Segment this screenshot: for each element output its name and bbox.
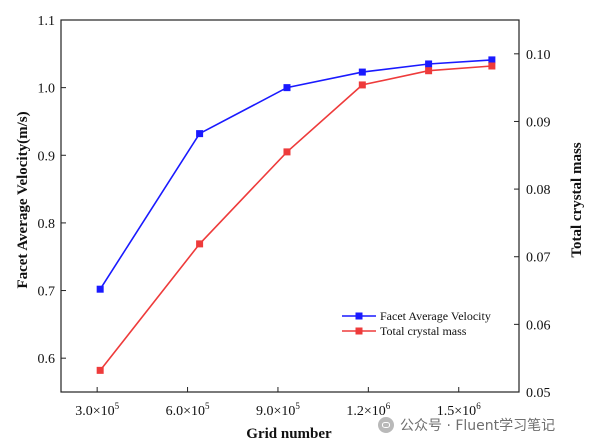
data-point-facet-average-velocity	[425, 60, 433, 68]
left-y-axis-title: Facet Average Velocity(m/s)	[15, 111, 31, 288]
left-y-tick-label: 1.0	[38, 82, 56, 97]
legend-marker-velocity	[355, 312, 363, 320]
left-y-tick-label: 0.6	[38, 352, 56, 367]
wechat-icon	[378, 417, 394, 433]
series-layer	[96, 56, 496, 374]
right-y-tick-label: 0.09	[526, 115, 551, 130]
left-y-tick-label: 0.7	[38, 285, 56, 300]
data-point-total-crystal-mass	[283, 148, 291, 156]
left-y-tick-label: 0.9	[38, 149, 56, 164]
right-y-axis-ticks: 0.05 0.06 0.07 0.08 0.09 0.10	[514, 48, 551, 401]
data-point-facet-average-velocity	[196, 130, 204, 138]
plot-border	[60, 19, 520, 393]
right-y-tick-label: 0.07	[526, 251, 551, 266]
data-point-facet-average-velocity	[283, 84, 291, 92]
left-y-tick-label: 0.8	[38, 217, 56, 232]
data-point-total-crystal-mass	[96, 366, 104, 374]
x-tick-label: 3.0×105	[75, 401, 119, 419]
x-axis-ticks: 3.0×105 6.0×105 9.0×105 1.2×106 1.5×106	[75, 387, 481, 419]
right-y-tick-label: 0.05	[526, 386, 551, 401]
legend-label-velocity: Facet Average Velocity	[380, 309, 491, 323]
left-y-tick-label: 1.1	[38, 14, 56, 29]
data-point-facet-average-velocity	[96, 285, 104, 293]
watermark-text: 公众号 · Fluent学习笔记	[400, 418, 556, 434]
left-y-axis-ticks: 0.6 0.7 0.8 0.9 1.0 1.1	[38, 14, 66, 367]
legend-marker-mass	[355, 327, 363, 335]
data-point-total-crystal-mass	[196, 240, 204, 248]
plot-frame	[60, 19, 520, 393]
x-tick-label: 9.0×105	[256, 401, 300, 419]
x-tick-label: 1.5×106	[437, 401, 481, 419]
data-point-total-crystal-mass	[488, 62, 496, 70]
series-line-total-crystal-mass	[99, 65, 492, 371]
data-point-facet-average-velocity	[358, 68, 366, 76]
x-tick-label: 6.0×105	[166, 401, 210, 419]
legend: Facet Average Velocity Total crystal mas…	[342, 309, 491, 338]
data-point-facet-average-velocity	[488, 56, 496, 64]
right-y-tick-label: 0.10	[526, 48, 551, 63]
right-y-tick-label: 0.06	[526, 318, 551, 333]
data-point-total-crystal-mass	[358, 81, 366, 89]
x-axis-title: Grid number	[246, 426, 332, 442]
watermark: 公众号 · Fluent学习笔记	[378, 414, 588, 436]
series-line-facet-average-velocity	[99, 59, 492, 290]
x-tick-label: 1.2×106	[346, 401, 390, 419]
right-y-axis-title: Total crystal mass	[569, 142, 585, 257]
legend-label-mass: Total crystal mass	[380, 324, 467, 338]
right-y-tick-label: 0.08	[526, 183, 551, 198]
data-point-total-crystal-mass	[425, 67, 433, 75]
